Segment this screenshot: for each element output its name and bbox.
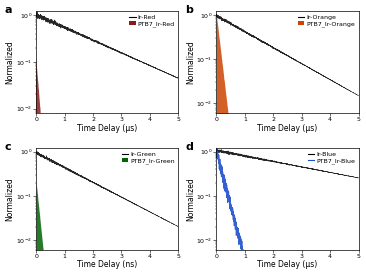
Y-axis label: Normalized: Normalized [186, 40, 195, 84]
Text: a: a [5, 5, 12, 15]
X-axis label: Time Delay (μs): Time Delay (μs) [257, 124, 318, 133]
Y-axis label: Normalized: Normalized [5, 40, 15, 84]
Y-axis label: Normalized: Normalized [5, 177, 15, 221]
X-axis label: Time Delay (μs): Time Delay (μs) [257, 260, 318, 270]
Legend: Ir-Red, PTB7_Ir-Red: Ir-Red, PTB7_Ir-Red [129, 15, 175, 28]
Legend: Ir-Orange, PTB7_Ir-Orange: Ir-Orange, PTB7_Ir-Orange [297, 15, 355, 28]
Y-axis label: Normalized: Normalized [186, 177, 195, 221]
X-axis label: Time Delay (μs): Time Delay (μs) [77, 124, 137, 133]
Text: c: c [5, 142, 11, 152]
Text: b: b [185, 5, 193, 15]
Legend: Ir-Blue, PTB7_Ir-Blue: Ir-Blue, PTB7_Ir-Blue [307, 151, 355, 164]
Text: d: d [185, 142, 193, 152]
Legend: Ir-Green, PTB7_Ir-Green: Ir-Green, PTB7_Ir-Green [121, 151, 175, 164]
X-axis label: Time Delay (ns): Time Delay (ns) [77, 260, 137, 270]
